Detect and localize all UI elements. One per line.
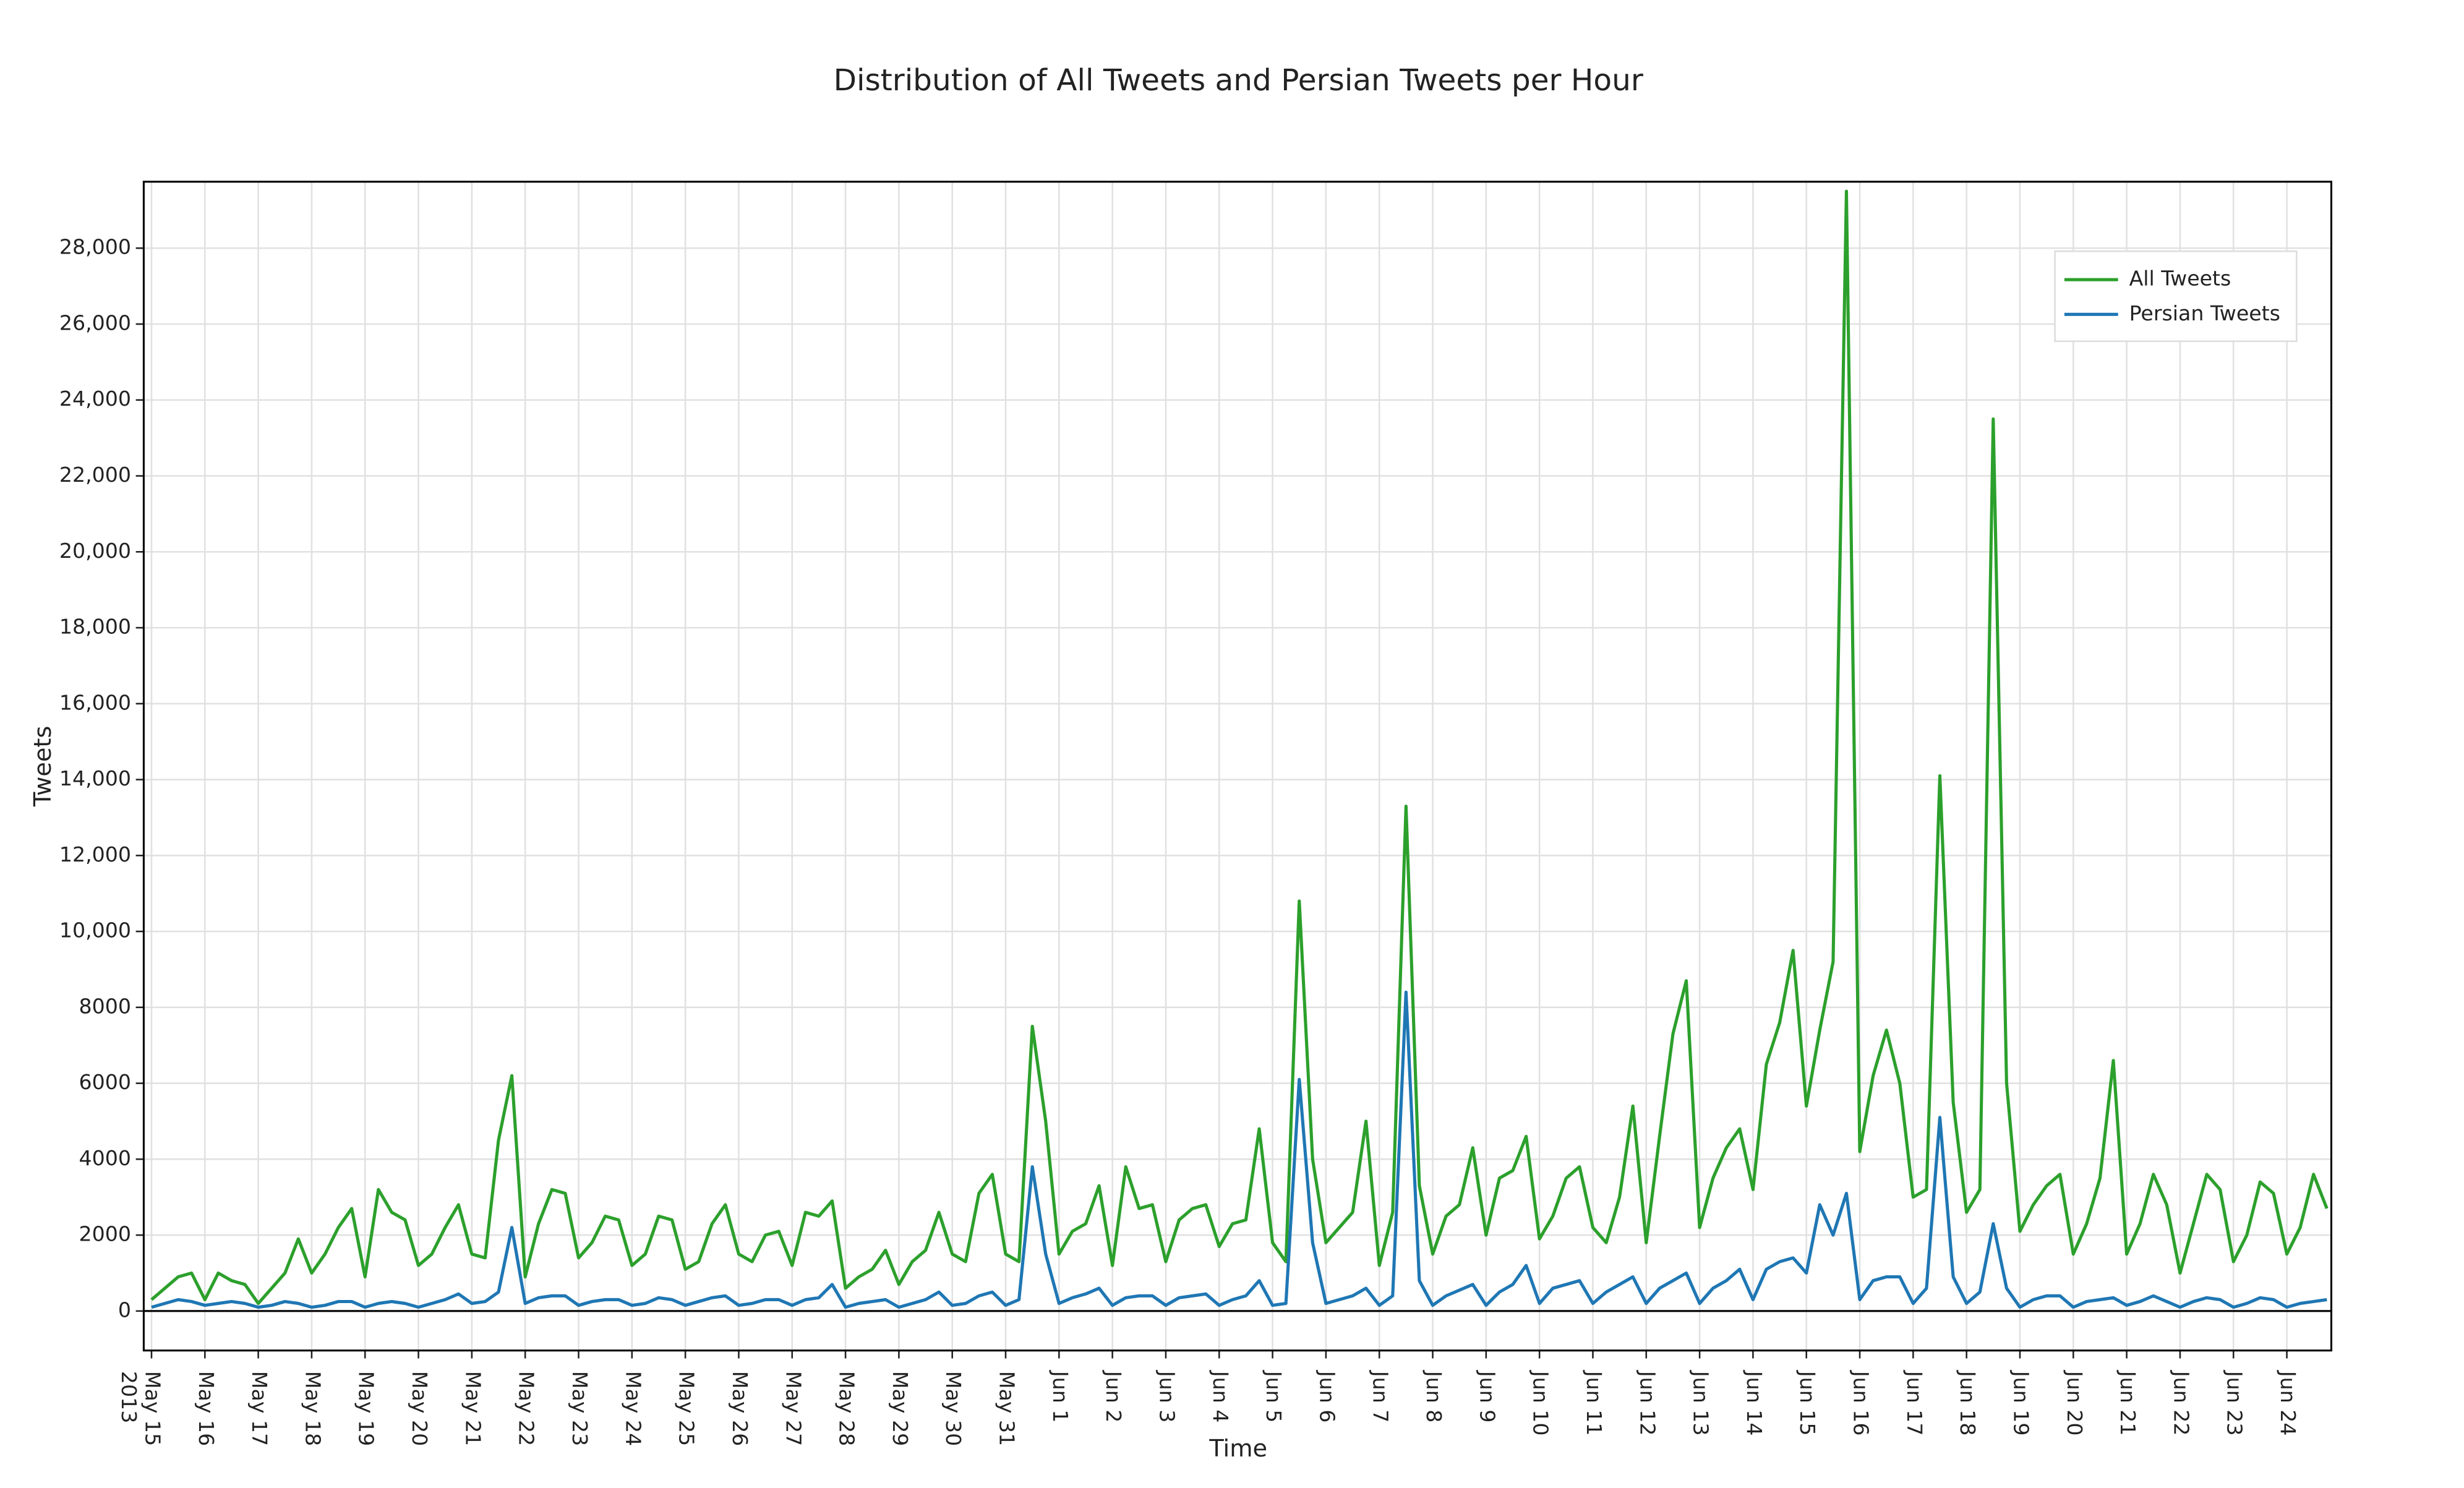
x-tick-label: Jun 18 <box>1956 1370 1980 1436</box>
x-tick-label: Jun 6 <box>1315 1370 1339 1423</box>
y-tick-label: 18,000 <box>59 615 131 639</box>
x-tick-label: Jun 1 <box>1048 1370 1072 1423</box>
y-tick-label: 2000 <box>79 1222 131 1246</box>
lines <box>150 189 2329 1309</box>
x-tick-label: Jun 7 <box>1369 1370 1393 1423</box>
x-tick-label: Jun 16 <box>1849 1370 1873 1436</box>
x-tick-label: Jun 10 <box>1529 1370 1553 1436</box>
x-tick-label: Jun 15 <box>1795 1370 1820 1436</box>
x-tick-label: May 24 <box>621 1371 645 1446</box>
x-tick-label: May 27 <box>781 1371 805 1446</box>
x-tick-label: Jun 13 <box>1689 1370 1713 1436</box>
x-tick-label: Jun 17 <box>1902 1370 1927 1436</box>
y-tick-label: 24,000 <box>59 387 131 411</box>
y-tick-label: 0 <box>118 1298 131 1322</box>
x-axis-title: Time <box>1208 1435 1267 1463</box>
x-tick-label: Jun 12 <box>1635 1370 1659 1436</box>
legend-label: All Tweets <box>2129 267 2231 291</box>
x-tick-year: 2013 <box>117 1371 141 1423</box>
x-tick-label: May 25 <box>675 1371 699 1446</box>
data-line <box>151 990 2327 1309</box>
legend-box <box>2054 250 2298 343</box>
plot-border <box>142 181 2333 1352</box>
x-tick-label: May 21 <box>461 1371 485 1446</box>
y-axis-title: Tweets <box>29 726 57 807</box>
x-tick-label: Jun 2 <box>1102 1370 1126 1423</box>
y-tick-label: 4000 <box>79 1146 131 1170</box>
y-tick-label: 22,000 <box>59 463 131 487</box>
data-line <box>150 189 2329 1306</box>
x-tick-label: May 17 <box>247 1371 272 1446</box>
x-tick-label: Jun 21 <box>2116 1370 2140 1436</box>
y-tick-label: 26,000 <box>59 311 131 335</box>
x-tick-label: Jun 14 <box>1742 1370 1766 1436</box>
x-tick-label: Jun 4 <box>1208 1370 1233 1423</box>
chart-title: Distribution of All Tweets and Persian T… <box>834 63 1643 98</box>
x-tick-label: May 15 <box>140 1371 165 1446</box>
x-tick-label: Jun 20 <box>2063 1370 2087 1436</box>
x-tick-label: May 20 <box>408 1371 432 1446</box>
x-tick-label: Jun 19 <box>2009 1370 2033 1436</box>
y-tick-label: 12,000 <box>59 842 131 866</box>
x-tick-label: Jun 24 <box>2276 1370 2300 1436</box>
x-tick-label: Jun 22 <box>2169 1370 2193 1436</box>
y-tick-label: 14,000 <box>59 766 131 790</box>
x-tick-label: Jun 9 <box>1475 1370 1499 1423</box>
x-tick-label: May 31 <box>995 1371 1019 1446</box>
y-tick-label: 8000 <box>79 994 131 1018</box>
x-tick-label: Jun 23 <box>2223 1370 2247 1436</box>
x-tick-label: May 22 <box>515 1371 539 1446</box>
x-tick-label: May 23 <box>568 1371 592 1446</box>
y-tick-label: 28,000 <box>59 235 131 259</box>
y-tick-label: 10,000 <box>59 918 131 943</box>
x-tick-label: Jun 8 <box>1422 1370 1446 1423</box>
y-tick-label: 16,000 <box>59 690 131 714</box>
x-tick-label: Jun 11 <box>1582 1370 1606 1436</box>
legend: All Tweets Persian Tweets <box>2054 250 2298 343</box>
axes: 0 2000 4000 6000 8000 10,000 12,000 14,000 16,00… <box>59 181 2333 1446</box>
x-tick-label: Jun 5 <box>1262 1370 1286 1423</box>
x-tick-label: May 28 <box>835 1371 859 1446</box>
x-tick-label: May 30 <box>941 1371 965 1446</box>
x-tick-label: May 18 <box>301 1371 325 1446</box>
x-tick-label: May 26 <box>728 1371 752 1446</box>
x-tick-label: May 16 <box>194 1371 218 1446</box>
grid <box>143 181 2332 1351</box>
legend-label: Persian Tweets <box>2129 301 2280 325</box>
y-tick-label: 20,000 <box>59 539 131 563</box>
x-tick-label: Jun 3 <box>1155 1370 1179 1423</box>
x-tick-label: May 19 <box>354 1371 379 1446</box>
y-tick-label: 6000 <box>79 1070 131 1094</box>
x-tick-label: May 29 <box>888 1371 912 1446</box>
